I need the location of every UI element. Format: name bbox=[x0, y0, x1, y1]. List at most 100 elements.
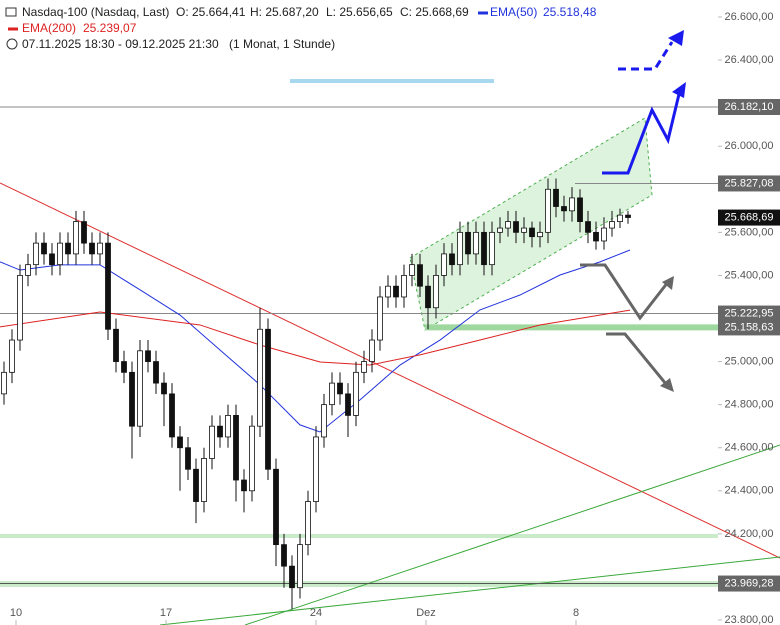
candle-body bbox=[233, 415, 239, 481]
arrow bbox=[602, 89, 682, 175]
candle-body bbox=[553, 188, 559, 207]
candle-body bbox=[385, 285, 391, 298]
candle-body bbox=[545, 188, 551, 233]
candle-body bbox=[169, 393, 175, 438]
candle-body bbox=[505, 221, 511, 229]
x-tick-label: Dez bbox=[416, 607, 436, 619]
support-band bbox=[0, 534, 718, 538]
candle-body bbox=[177, 436, 183, 449]
candle-body bbox=[129, 371, 135, 427]
candle-body bbox=[345, 393, 351, 416]
arrow-head bbox=[660, 378, 674, 392]
trend-channel bbox=[409, 117, 653, 331]
level-box bbox=[718, 575, 780, 592]
trend-line bbox=[244, 444, 780, 625]
candle-body bbox=[209, 425, 215, 459]
level-box bbox=[718, 319, 780, 336]
arrow bbox=[606, 332, 668, 385]
candle-body bbox=[593, 231, 599, 242]
y-tick-label: 25.000,00 bbox=[725, 355, 774, 367]
candle-body bbox=[89, 242, 95, 255]
candle-body bbox=[401, 275, 407, 298]
last-price-label: 25.668,69 bbox=[725, 211, 774, 223]
y-tick-label: 24.600,00 bbox=[725, 442, 774, 454]
last-price-box bbox=[718, 209, 780, 226]
trend-line bbox=[0, 182, 780, 559]
candle-body bbox=[497, 227, 503, 233]
candle-body bbox=[313, 436, 319, 502]
x-tick-label: 24 bbox=[310, 607, 322, 619]
candle-body bbox=[305, 501, 311, 546]
y-tick-label: 25.600,00 bbox=[725, 226, 774, 238]
legend-value: 25.239,07 bbox=[83, 21, 137, 35]
arrow-head bbox=[668, 30, 684, 46]
ohlc-text: O: 25.664,41 bbox=[176, 5, 246, 19]
candle-body bbox=[137, 350, 143, 427]
candle-body bbox=[409, 264, 415, 276]
ohlc-text: H: 25.687,20 bbox=[250, 5, 319, 19]
candle-body bbox=[481, 231, 487, 266]
candle-body bbox=[449, 253, 455, 266]
legend-value: 25.518,48 bbox=[543, 5, 597, 19]
y-tick-label: 23.800,00 bbox=[725, 614, 774, 625]
header: Nasdaq-100 (Nasdaq, Last) O: 25.664,41 H… bbox=[5, 5, 469, 51]
candle-body bbox=[161, 382, 167, 395]
chart-icon bbox=[5, 7, 17, 17]
x-tick-label: 8 bbox=[573, 607, 579, 619]
candle-body bbox=[241, 479, 247, 492]
ohlc-text: C: 25.668,69 bbox=[400, 5, 469, 19]
x-tick-label: 10 bbox=[10, 607, 22, 619]
candle-body bbox=[41, 242, 47, 255]
ema-line bbox=[0, 309, 631, 366]
candle-body bbox=[113, 328, 119, 362]
candle-body bbox=[585, 221, 591, 233]
level-box bbox=[718, 175, 780, 192]
arrow bbox=[580, 263, 670, 321]
level-label: 23.969,28 bbox=[725, 577, 774, 589]
candle-body bbox=[201, 458, 207, 502]
candle-body bbox=[9, 339, 15, 373]
legend-label: EMA(200) bbox=[22, 21, 76, 35]
ohlc-text: L: 25.656,65 bbox=[326, 5, 393, 19]
y-tick-label: 24.200,00 bbox=[725, 528, 774, 540]
interval: (1 Monat, 1 Stunde) bbox=[229, 37, 335, 51]
y-tick-label: 25.400,00 bbox=[725, 269, 774, 281]
level-label: 25.158,63 bbox=[725, 321, 774, 333]
ema-line bbox=[0, 249, 631, 433]
legend-label: EMA(50) bbox=[490, 5, 537, 19]
candle-body bbox=[145, 350, 151, 362]
candle-body bbox=[289, 565, 295, 589]
candle-body bbox=[153, 361, 159, 384]
candle-body bbox=[225, 415, 231, 438]
y-tick-label: 24.800,00 bbox=[725, 399, 774, 411]
level-label: 25.222,95 bbox=[725, 307, 774, 319]
candle-body bbox=[65, 242, 71, 255]
candle-body bbox=[273, 468, 279, 546]
candle-body bbox=[577, 197, 583, 222]
period: 07.11.2025 18:30 - 09.12.2025 21:30 bbox=[22, 37, 219, 51]
candle-body bbox=[1, 371, 7, 395]
candle-body bbox=[433, 275, 439, 309]
candle-body bbox=[537, 231, 543, 238]
y-tick-label: 26.400,00 bbox=[725, 54, 774, 66]
candle-body bbox=[465, 231, 471, 255]
candle-body bbox=[105, 242, 111, 330]
arrow bbox=[618, 41, 674, 71]
candle-body bbox=[329, 382, 335, 406]
candle-body bbox=[425, 285, 431, 309]
candle-body bbox=[393, 285, 399, 298]
trend-line bbox=[159, 556, 780, 625]
candle-body bbox=[249, 425, 255, 492]
candle-body bbox=[561, 206, 567, 212]
y-tick-label: 26.000,00 bbox=[725, 140, 774, 152]
candle-body bbox=[33, 242, 39, 266]
candle-body bbox=[81, 221, 87, 244]
candle-body bbox=[569, 197, 575, 212]
candle-body bbox=[361, 361, 367, 373]
scenario-arrows bbox=[580, 30, 686, 392]
candle-body bbox=[121, 361, 127, 373]
candle-body bbox=[625, 214, 631, 218]
y-tick-label: 24.400,00 bbox=[725, 485, 774, 497]
chart-title: Nasdaq-100 (Nasdaq, Last) bbox=[22, 5, 169, 19]
